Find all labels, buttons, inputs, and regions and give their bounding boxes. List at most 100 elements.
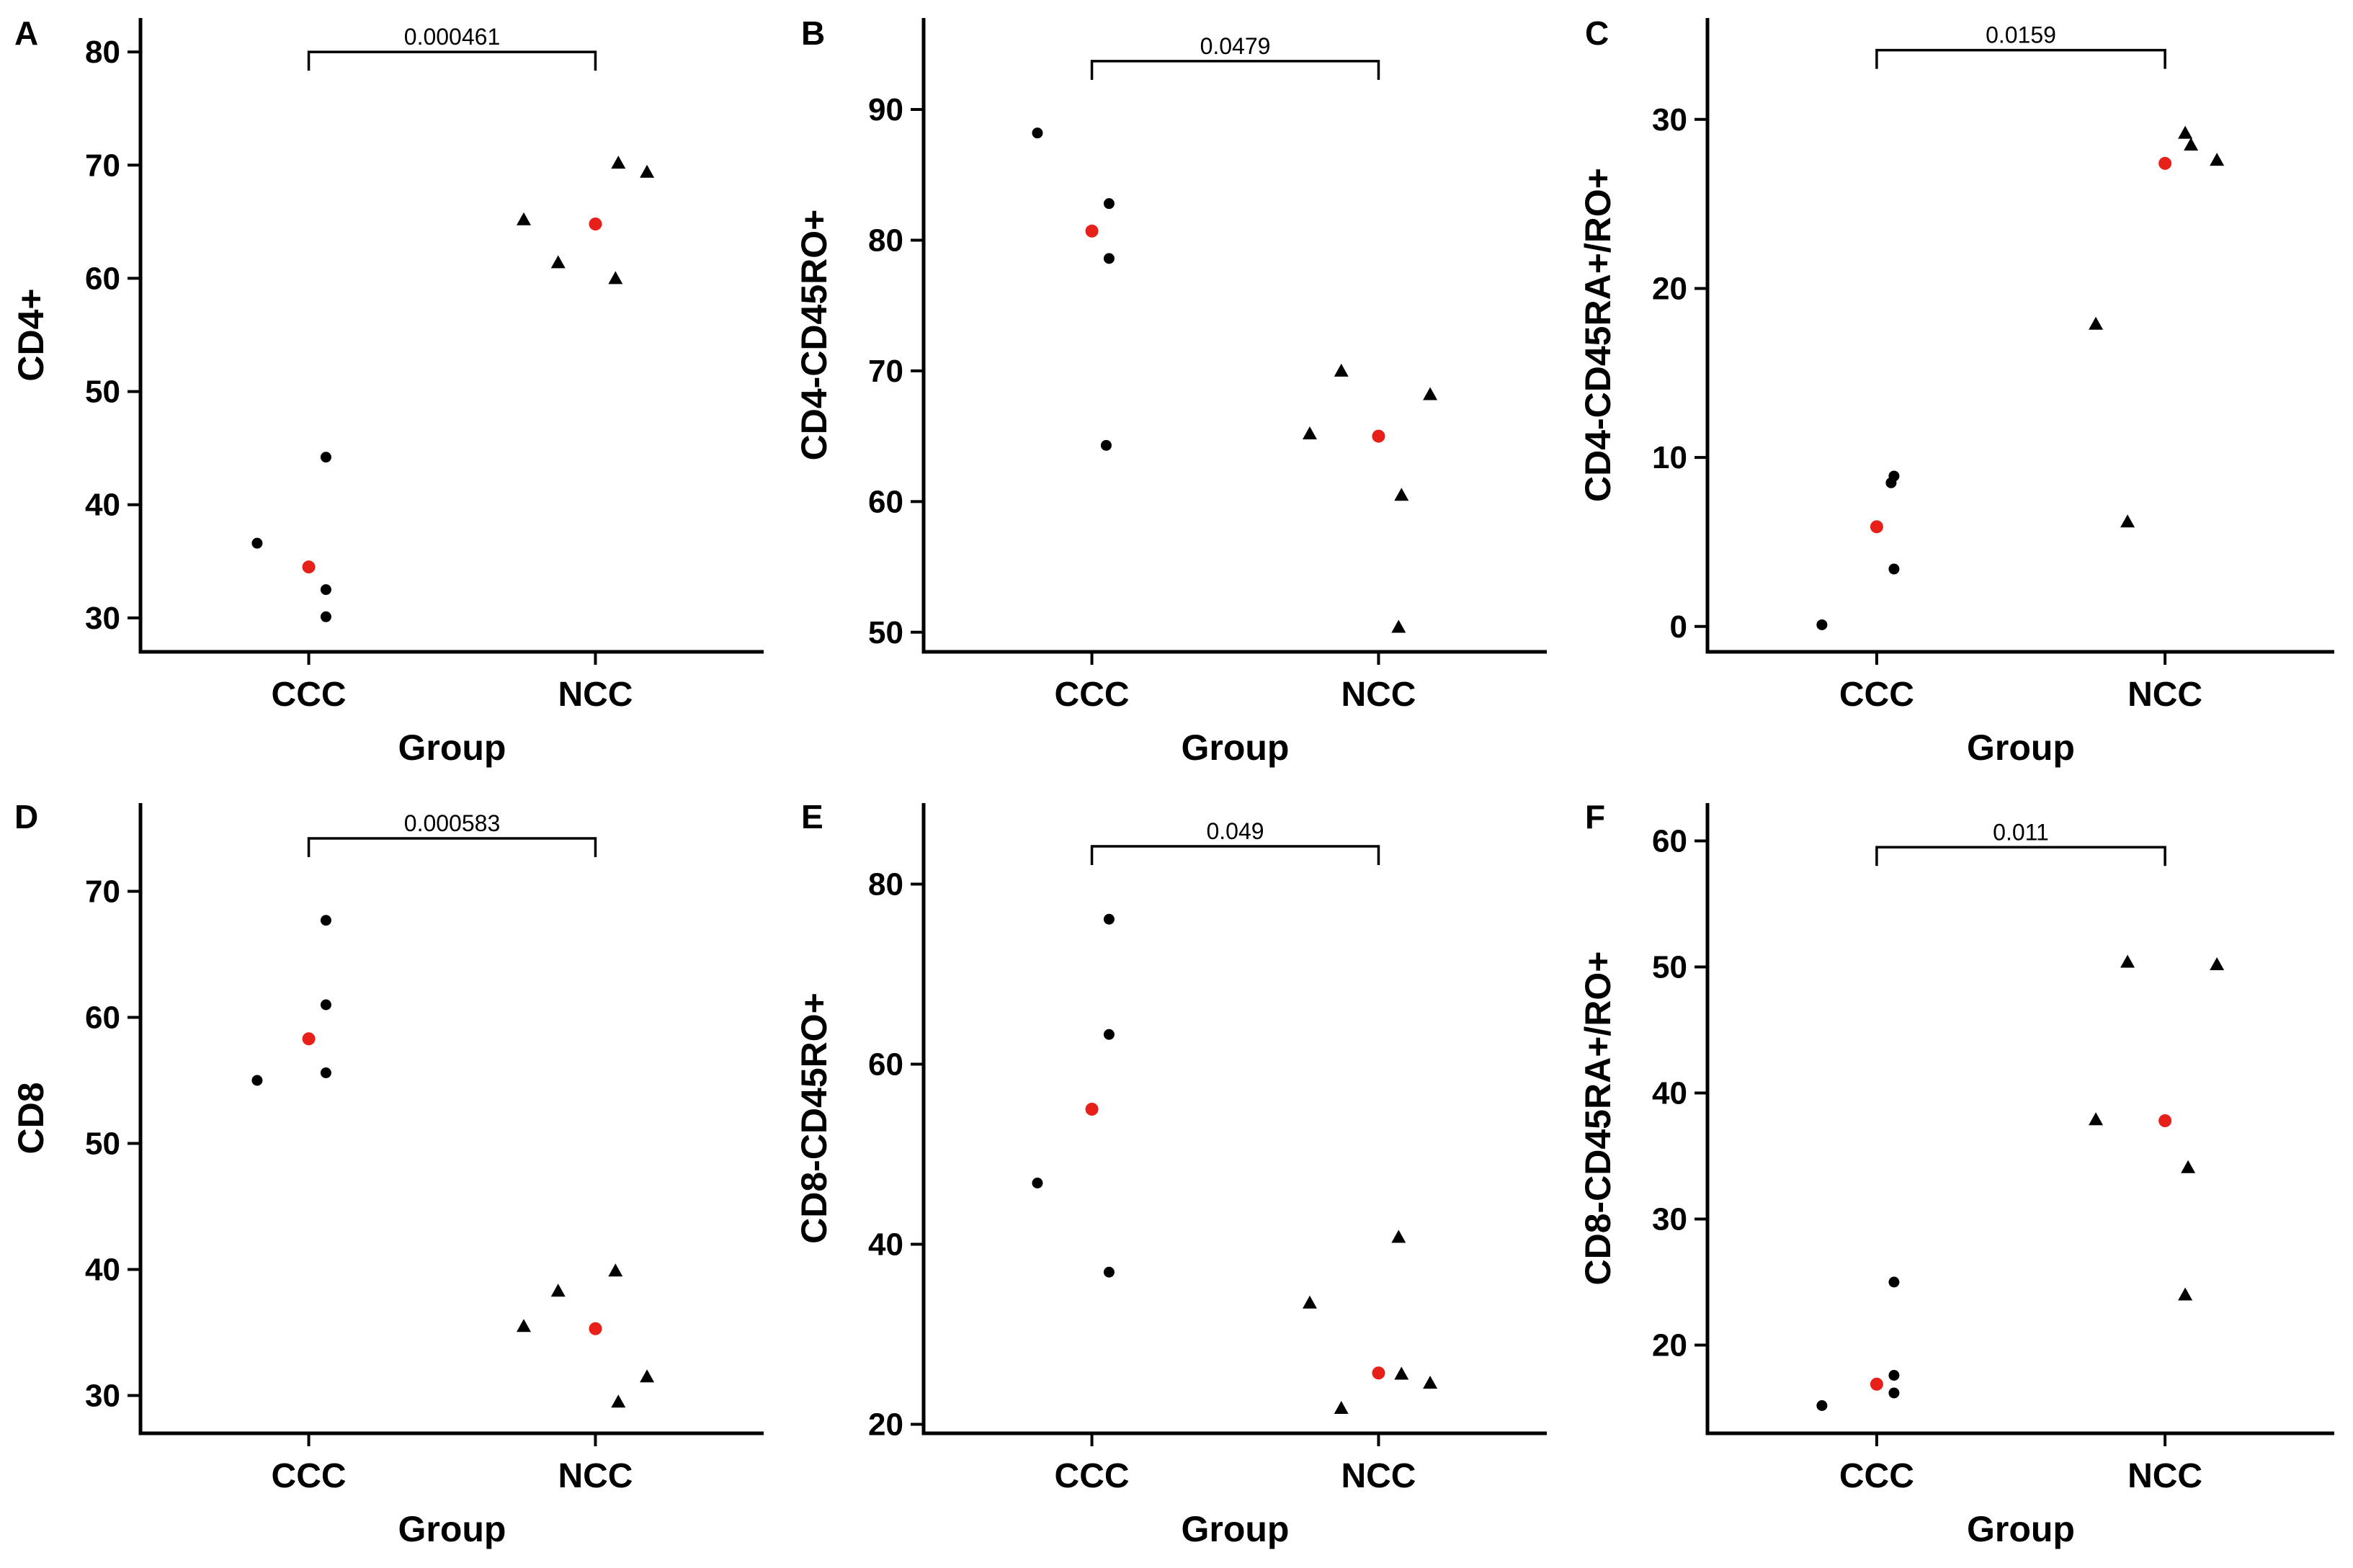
mean-point	[302, 1032, 316, 1046]
data-point-ncc	[1391, 619, 1406, 633]
y-axis-title: CD4-CD45RO+	[794, 210, 834, 461]
significance-bracket	[1090, 60, 1380, 80]
y-tick-label: 0	[1670, 609, 1687, 645]
data-point-ncc	[2089, 316, 2104, 330]
y-tick-label: 20	[868, 1407, 903, 1443]
data-point-ncc	[1394, 488, 1409, 501]
y-tick-label: 60	[85, 1000, 120, 1036]
panel-letter: B	[801, 14, 825, 52]
y-tick-label: 70	[85, 148, 120, 183]
data-point-ncc	[611, 156, 626, 169]
x-tick-label-ncc: NCC	[2127, 1457, 2202, 1495]
data-point-ncc	[2184, 138, 2199, 151]
data-point-ccc	[1888, 1387, 1900, 1399]
y-tick-label: 70	[868, 354, 903, 389]
y-tick-label: 50	[85, 375, 120, 410]
p-value-label: 0.0479	[1200, 33, 1271, 59]
data-point-ccc	[1888, 1276, 1900, 1288]
y-tick-label: 10	[1652, 440, 1687, 475]
data-point-ncc	[1334, 363, 1349, 377]
p-value-label: 0.000583	[404, 810, 500, 836]
y-tick-label: 20	[1652, 271, 1687, 306]
significance-bracket	[1875, 846, 2166, 866]
data-point-ncc	[608, 1263, 623, 1277]
data-point-ccc	[320, 999, 331, 1011]
mean-point	[1372, 429, 1385, 443]
panel-b: B 50 60 70 80 90 CCC NCC Group CD4-CD45RO+ 0.0479	[794, 14, 1547, 768]
significance-bracket	[307, 837, 597, 857]
data-point-ccc	[1103, 1266, 1115, 1278]
y-tick-label: 60	[85, 261, 120, 296]
panel-letter: E	[801, 798, 823, 835]
mean-point	[1870, 1377, 1883, 1391]
data-point-ccc	[1103, 913, 1115, 925]
data-point-ncc	[516, 1319, 531, 1332]
y-tick-label: 60	[1652, 824, 1687, 859]
x-tick-label-ncc: NCC	[1341, 1457, 1416, 1495]
data-point-ncc	[1302, 1295, 1317, 1309]
x-axis-title: Group	[398, 1509, 506, 1549]
data-point-ccc	[320, 915, 331, 926]
data-point-ccc	[1032, 127, 1043, 139]
data-point-ncc	[2210, 957, 2225, 970]
panel-a: A 30 40 50 60 70 80 CCC NCC Group CD4+ 0.000461	[11, 14, 764, 768]
x-axis-title: Group	[1967, 727, 2075, 768]
y-axis-title: CD8	[11, 1082, 51, 1154]
data-point-ncc	[608, 271, 623, 285]
mean-point	[589, 218, 602, 230]
y-tick-label: 20	[1652, 1328, 1687, 1363]
data-point-ccc	[1032, 1178, 1043, 1188]
data-point-ncc	[611, 1394, 626, 1408]
x-axis-title: Group	[1182, 1509, 1290, 1549]
data-point-ccc	[320, 611, 331, 622]
x-tick-label-ccc: CCC	[1055, 676, 1130, 714]
x-tick-label-ccc: CCC	[272, 1457, 347, 1495]
data-point-ccc	[1885, 477, 1897, 488]
data-point-ccc	[1816, 619, 1828, 630]
y-tick-label: 50	[1652, 950, 1687, 985]
mean-point	[589, 1322, 602, 1335]
panel-letter: D	[14, 798, 38, 835]
x-tick-label-ncc: NCC	[558, 676, 633, 714]
mean-point	[1085, 224, 1099, 238]
p-value-label: 0.0159	[1986, 22, 2056, 48]
data-point-ncc	[2210, 153, 2225, 166]
data-point-ncc	[2120, 514, 2135, 528]
data-point-ncc	[1334, 1401, 1349, 1414]
y-tick-label: 80	[868, 223, 903, 258]
x-tick-label-ccc: CCC	[1839, 676, 1914, 714]
data-point-ncc	[1423, 387, 1438, 400]
x-tick-label-ncc: NCC	[558, 1457, 633, 1495]
panel-letter: C	[1585, 14, 1609, 52]
y-tick-label: 90	[868, 92, 903, 127]
panel-e: E 20 40 60 80 CCC NCC Group CD8-CD45RO+ 0.049	[794, 798, 1547, 1549]
data-point-ccc	[1100, 439, 1112, 451]
data-point-ccc	[320, 452, 331, 463]
x-axis-title: Group	[398, 727, 506, 768]
significance-bracket	[307, 50, 597, 71]
y-tick-label: 50	[85, 1126, 120, 1162]
data-point-ccc	[1816, 1400, 1828, 1411]
data-point-ncc	[2181, 1160, 2196, 1173]
y-tick-label: 50	[868, 615, 903, 650]
data-point-ccc	[1103, 253, 1115, 264]
y-axis-title: CD8-CD45RA+/RO+	[1578, 951, 1618, 1285]
y-tick-label: 30	[85, 1379, 120, 1414]
data-point-ccc	[251, 537, 263, 549]
data-point-ncc	[550, 255, 566, 269]
data-point-ncc	[640, 164, 655, 178]
data-point-ncc	[516, 212, 531, 225]
data-point-ncc	[2120, 954, 2135, 968]
x-tick-label-ncc: NCC	[2127, 676, 2202, 714]
mean-point	[1372, 1366, 1385, 1380]
data-point-ccc	[1103, 198, 1115, 210]
data-point-ccc	[320, 584, 331, 596]
data-point-ncc	[1394, 1366, 1409, 1380]
y-tick-label: 40	[85, 1253, 120, 1288]
data-point-ccc	[1888, 563, 1900, 575]
panel-d: D 30 40 50 60 70 CCC NCC Group CD8 0.000583	[11, 798, 764, 1549]
y-axis-title: CD8-CD45RO+	[794, 993, 834, 1244]
data-point-ncc	[640, 1369, 655, 1383]
mean-point	[2158, 1114, 2172, 1127]
data-point-ccc	[320, 1067, 331, 1078]
